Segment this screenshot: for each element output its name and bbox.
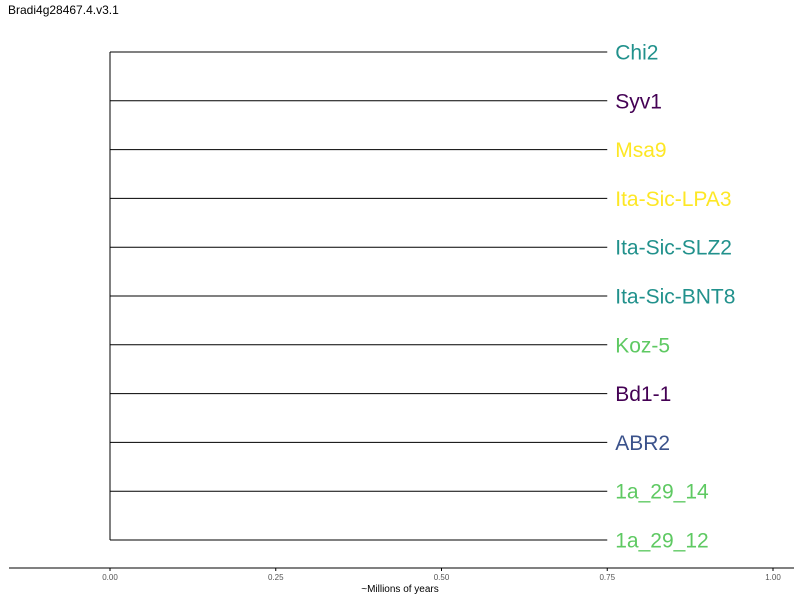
x-tick-label: 0.50 <box>434 573 450 582</box>
tip-label: ABR2 <box>615 432 670 455</box>
tip-label: Msa9 <box>615 139 666 162</box>
tip-labels: Chi2 Syv1 Msa9 Ita-Sic-LPA3 Ita-Sic-SLZ2 Ita-… <box>615 42 735 553</box>
tip-label: Koz-5 <box>615 334 670 357</box>
tip-label: Syv1 <box>615 90 662 113</box>
x-tick-label: 1.00 <box>765 573 781 582</box>
x-tick-label: 0.75 <box>599 573 615 582</box>
tip-label: Ita-Sic-LPA3 <box>615 188 731 211</box>
tree-branches <box>109 51 608 541</box>
x-axis-title: ~Millions of years <box>361 584 439 595</box>
tip-label: Chi2 <box>615 42 658 65</box>
x-axis: 0.00 0.25 0.50 0.75 1.00 ~Millions of years <box>9 567 794 595</box>
x-tick-label: 0.00 <box>102 573 118 582</box>
tip-label: Ita-Sic-BNT8 <box>615 286 735 309</box>
tip-label: Bd1-1 <box>615 383 671 406</box>
tip-label: Ita-Sic-SLZ2 <box>615 237 732 260</box>
x-axis-ticks: 0.00 0.25 0.50 0.75 1.00 <box>102 568 781 582</box>
tip-label: 1a_29_12 <box>615 530 708 553</box>
x-tick-label: 0.25 <box>268 573 284 582</box>
tip-label: 1a_29_14 <box>615 481 709 504</box>
chart-title: Bradi4g28467.4.v3.1 <box>8 3 119 17</box>
